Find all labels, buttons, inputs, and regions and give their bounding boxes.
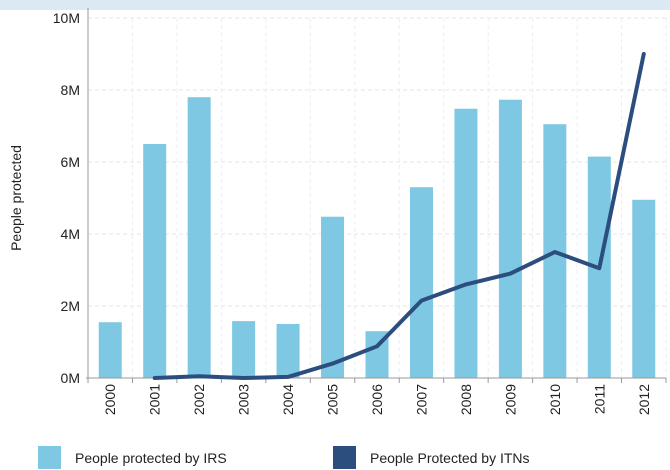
legend-swatch-itns [333, 446, 356, 469]
legend-item-itns: People Protected by ITNs [333, 446, 530, 469]
bar-irs-2000 [99, 322, 122, 378]
legend-label-itns: People Protected by ITNs [370, 450, 530, 466]
legend-label-irs: People protected by IRS [75, 450, 227, 466]
bar-series-irs [99, 97, 656, 378]
axes [86, 8, 666, 383]
x-tick-label: 2003 [236, 384, 252, 415]
x-tick-label: 2011 [591, 384, 607, 414]
legend: People protected by IRS People Protected… [0, 446, 670, 470]
x-tick-label: 2004 [280, 384, 296, 415]
y-tick-label: 6M [61, 154, 80, 170]
x-tick-labels: 2000 2001 2002 2003 2004 2005 2006 2007 2008 2009… [102, 384, 652, 415]
x-tick-label: 2007 [413, 384, 429, 415]
x-tick-label: 2006 [369, 384, 385, 415]
bar-irs-2002 [188, 97, 211, 378]
y-tick-labels: 0M 2M 4M 6M 8M 10M [53, 10, 80, 386]
legend-item-irs: People protected by IRS [38, 446, 227, 469]
bar-irs-2008 [454, 109, 477, 378]
x-tick-label: 2008 [458, 384, 474, 415]
bar-irs-2004 [277, 324, 300, 378]
y-tick-label: 8M [61, 82, 80, 98]
bar-irs-2007 [410, 187, 433, 378]
bar-irs-2001 [143, 144, 166, 378]
grid [88, 18, 666, 378]
x-tick-label: 2000 [102, 384, 118, 415]
y-axis-label: People protected [8, 145, 24, 251]
x-tick-label: 2002 [191, 384, 207, 415]
x-tick-label: 2001 [147, 384, 163, 415]
y-tick-label: 10M [53, 10, 80, 26]
y-tick-label: 0M [61, 370, 80, 386]
y-tick-label: 2M [61, 298, 80, 314]
bar-irs-2003 [232, 321, 255, 378]
bar-irs-2012 [632, 200, 655, 378]
x-tick-label: 2012 [636, 384, 652, 415]
x-tick-label: 2005 [325, 384, 341, 415]
x-tick-label: 2010 [547, 384, 563, 415]
x-tick-label: 2009 [502, 384, 518, 415]
bar-irs-2005 [321, 217, 344, 378]
bar-irs-2009 [499, 100, 522, 378]
legend-swatch-irs [38, 446, 61, 469]
y-tick-label: 4M [61, 226, 80, 242]
